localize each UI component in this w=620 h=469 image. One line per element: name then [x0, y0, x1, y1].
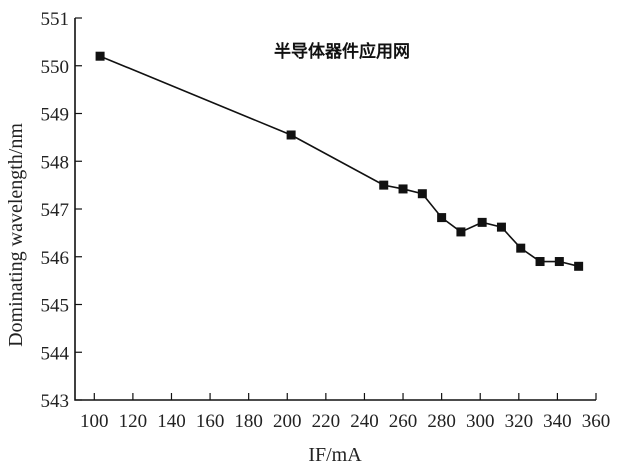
y-tick-label: 544 [41, 343, 70, 364]
x-tick-label: 220 [312, 411, 341, 432]
series-group [95, 51, 584, 271]
data-point [417, 189, 427, 199]
y-tick-label: 545 [41, 296, 70, 317]
y-tick-label: 550 [41, 57, 70, 78]
x-tick-label: 340 [543, 411, 572, 432]
data-point [456, 227, 466, 237]
y-axis-ticks: 543 544 545 546 547 548 549 550 551 [41, 9, 82, 412]
y-tick-label: 543 [41, 391, 70, 412]
data-point [95, 51, 105, 61]
data-point [477, 217, 487, 227]
x-tick-label: 300 [466, 411, 495, 432]
data-point [535, 257, 545, 267]
x-tick-label: 260 [389, 411, 418, 432]
x-tick-label: 160 [196, 411, 225, 432]
y-tick-label: 546 [41, 248, 70, 269]
x-axis-ticks: 100 120 140 160 180 200 220 240 260 280 300 320 340 3… [80, 393, 610, 432]
data-point [574, 261, 584, 271]
data-point [437, 213, 447, 223]
data-point [379, 180, 389, 190]
x-tick-label: 360 [582, 411, 611, 432]
x-tick-label: 140 [157, 411, 186, 432]
x-tick-label: 240 [350, 411, 379, 432]
data-point [398, 184, 408, 194]
x-axis-label: IF/mA [308, 444, 362, 466]
y-tick-label: 547 [41, 200, 70, 221]
x-tick-label: 200 [273, 411, 302, 432]
x-tick-label: 120 [119, 411, 148, 432]
x-tick-label: 100 [80, 411, 109, 432]
axis-frame [74, 18, 596, 401]
watermark-text: 半导体器件应用网 [274, 41, 410, 62]
y-tick-label: 548 [41, 152, 70, 173]
x-tick-label: 280 [427, 411, 456, 432]
x-tick-label: 320 [505, 411, 534, 432]
series-line [99, 55, 579, 268]
x-tick-label: 180 [234, 411, 263, 432]
data-point [496, 222, 506, 232]
y-tick-label: 549 [41, 105, 70, 126]
data-point [554, 257, 564, 267]
data-point [516, 243, 526, 253]
data-point [286, 130, 296, 140]
y-tick-label: 551 [41, 9, 70, 30]
y-axis-label: Dominating wavelength/nm [5, 123, 27, 347]
